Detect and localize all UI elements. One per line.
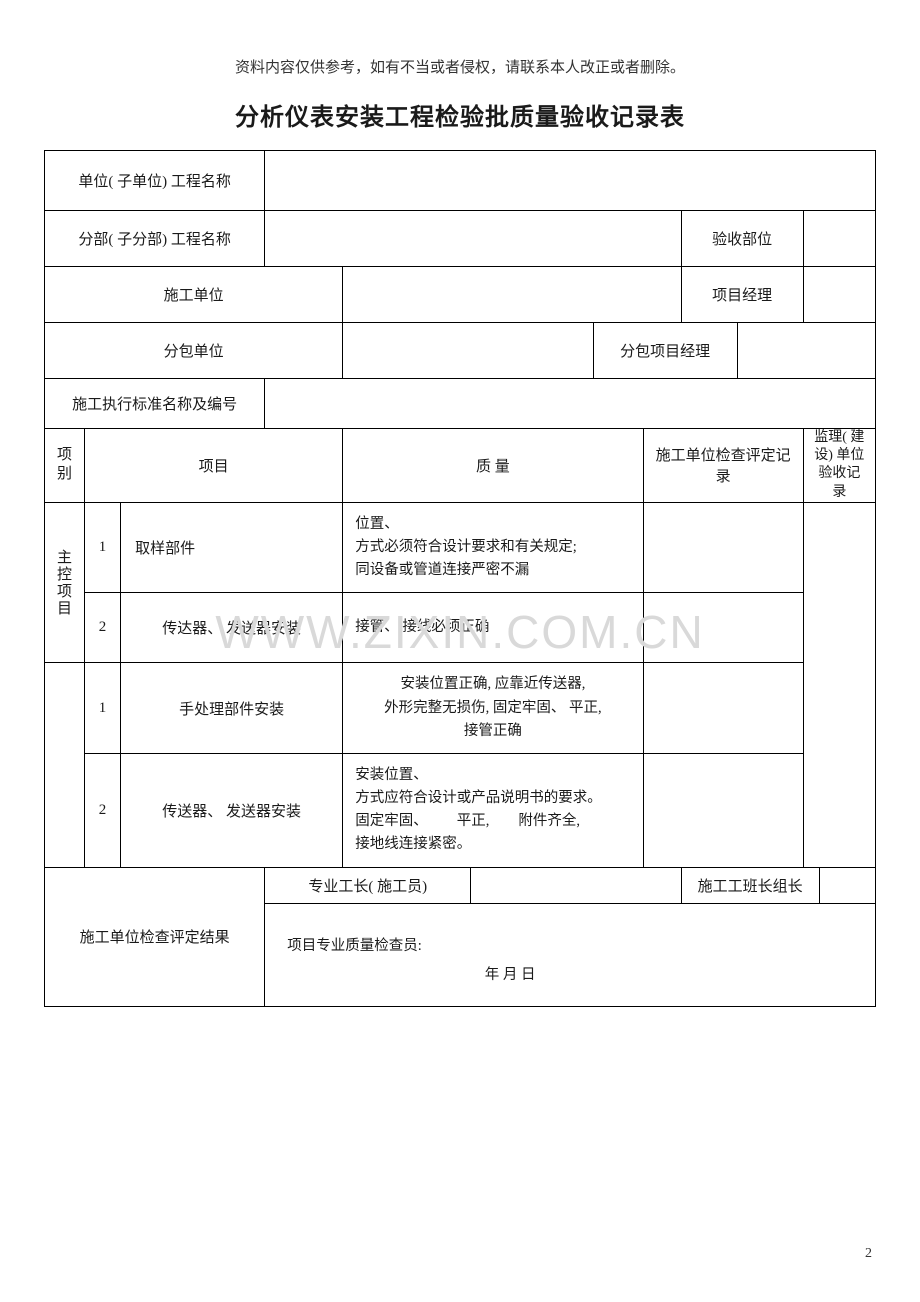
- construction-unit-label: 施工单位: [45, 267, 343, 323]
- standard-label: 施工执行标准名称及编号: [45, 379, 265, 429]
- table-row: 2 传达器、 发送器安装 接管、 接线必须正确: [45, 593, 876, 663]
- standard-value: [265, 379, 876, 429]
- team-leader-value: [819, 867, 875, 903]
- subcontract-unit-label: 分包单位: [45, 323, 343, 379]
- foreman-label: 专业工长( 施工员): [265, 867, 471, 903]
- item-header: 项目: [85, 429, 343, 503]
- inspector-label: 项目专业质量检查员:: [287, 932, 853, 961]
- supervision-record-header: 监理( 建设) 单位验收记录: [803, 429, 875, 503]
- section-project-name-value: [265, 211, 681, 267]
- project-manager-label: 项目经理: [681, 267, 803, 323]
- row-record: [643, 593, 803, 663]
- page-number: 2: [865, 1246, 872, 1262]
- row-no: 2: [85, 753, 121, 867]
- acceptance-part-label: 验收部位: [681, 211, 803, 267]
- page-title: 分析仪表安装工程检验批质量验收记录表: [44, 97, 876, 132]
- row-no: 2: [85, 593, 121, 663]
- unit-project-name-label: 单位( 子单位) 工程名称: [45, 151, 265, 211]
- row-item: 传达器、 发送器安装: [121, 593, 343, 663]
- foreman-value: [471, 867, 681, 903]
- subcontract-pm-label: 分包项目经理: [593, 323, 737, 379]
- table-row: 2 传送器、 发送器安装 安装位置、 方式应符合设计或产品说明书的要求。 固定牢…: [45, 753, 876, 867]
- row-record: [643, 753, 803, 867]
- row-quality: 位置、 方式必须符合设计要求和有关规定; 同设备或管道连接严密不漏: [343, 502, 643, 593]
- blank-category: [45, 663, 85, 867]
- result-block: 项目专业质量检查员: 年 月 日: [265, 903, 876, 1006]
- result-label: 施工单位检查评定结果: [45, 867, 265, 1006]
- table-row: 主控项目 1 取样部件 位置、 方式必须符合设计要求和有关规定; 同设备或管道连…: [45, 502, 876, 593]
- category-header: 项别: [45, 429, 85, 503]
- table-row: 分部( 子分部) 工程名称 验收部位: [45, 211, 876, 267]
- subcontract-unit-value: [343, 323, 593, 379]
- table-row: 施工单位检查评定结果 专业工长( 施工员) 施工工班长组长: [45, 867, 876, 903]
- table-row: 施工单位 项目经理: [45, 267, 876, 323]
- table-row: 项别 项目 质 量 施工单位检查评定记录 监理( 建设) 单位验收记录: [45, 429, 876, 503]
- row-quality: 安装位置、 方式应符合设计或产品说明书的要求。 固定牢固、 平正, 附件齐全, …: [343, 753, 643, 867]
- table-row: 施工执行标准名称及编号: [45, 379, 876, 429]
- row-quality: 接管、 接线必须正确: [343, 593, 643, 663]
- row-quality: 安装位置正确, 应靠近传送器, 外形完整无损伤, 固定牢固、 平正, 接管正确: [343, 663, 643, 754]
- disclaimer-text: 资料内容仅供参考，如有不当或者侵权，请联系本人改正或者删除。: [44, 56, 876, 77]
- acceptance-part-value: [803, 211, 875, 267]
- form-table: 单位( 子单位) 工程名称 分部( 子分部) 工程名称 验收部位 施工单位 项目…: [44, 150, 876, 1007]
- row-record: [643, 502, 803, 593]
- table-row: 单位( 子单位) 工程名称: [45, 151, 876, 211]
- row-item: 传送器、 发送器安装: [121, 753, 343, 867]
- project-manager-value: [803, 267, 875, 323]
- row-record: [643, 663, 803, 754]
- section-project-name-label: 分部( 子分部) 工程名称: [45, 211, 265, 267]
- row-no: 1: [85, 663, 121, 754]
- subcontract-pm-value: [737, 323, 875, 379]
- construction-unit-value: [343, 267, 681, 323]
- row-no: 1: [85, 502, 121, 593]
- supervision-cell: [803, 502, 875, 867]
- main-control-label: 主控项目: [45, 502, 85, 663]
- quality-header: 质 量: [343, 429, 643, 503]
- unit-project-name-value: [265, 151, 876, 211]
- row-item: 取样部件: [121, 502, 343, 593]
- team-leader-label: 施工工班长组长: [681, 867, 819, 903]
- row-item: 手处理部件安装: [121, 663, 343, 754]
- date-label: 年 月 日: [287, 961, 853, 990]
- table-row: 1 手处理部件安装 安装位置正确, 应靠近传送器, 外形完整无损伤, 固定牢固、…: [45, 663, 876, 754]
- table-row: 分包单位 分包项目经理: [45, 323, 876, 379]
- inspection-record-header: 施工单位检查评定记录: [643, 429, 803, 503]
